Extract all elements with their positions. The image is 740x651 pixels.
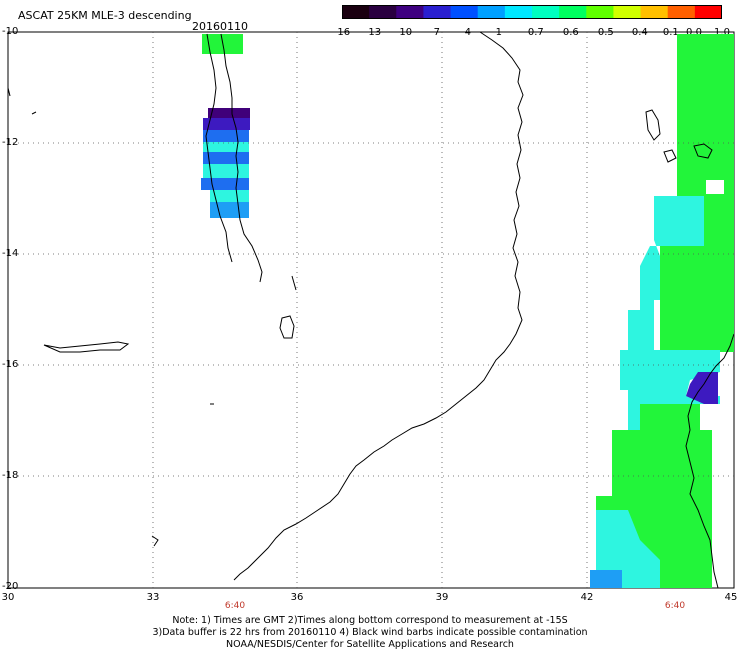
swath-time-label: 6:40	[664, 601, 686, 611]
coast-fragment	[31, 111, 37, 115]
lake-outline-small	[43, 341, 130, 353]
lake-outline-small	[279, 315, 295, 339]
product-date: 20160110	[192, 20, 248, 33]
lon-label: 30	[1, 592, 15, 603]
lake-outline	[205, 33, 263, 283]
swath-cell	[203, 152, 249, 164]
swath-cell	[203, 130, 249, 142]
lat-label: -16	[2, 359, 19, 370]
footnotes: Note: 1) Times are GMT 2)Times along bot…	[0, 615, 740, 651]
colorbar-swatch	[613, 5, 642, 19]
swath-cell	[203, 142, 249, 152]
swath-cell	[210, 190, 249, 202]
island-outline	[663, 149, 677, 163]
note-line-3: NOAA/NESDIS/Center for Satellite Applica…	[226, 639, 514, 650]
colorbar-swatch	[450, 5, 479, 19]
colorbar-swatch	[667, 5, 696, 19]
colorbar-swatch	[504, 5, 533, 19]
colorbar-swatch	[369, 5, 397, 19]
coastline-madagascar	[685, 333, 735, 589]
lat-label: -18	[2, 470, 19, 481]
lat-label: -10	[2, 26, 19, 37]
coast-fragment	[7, 87, 11, 97]
lat-lon-grid	[8, 32, 734, 588]
lat-label: -14	[2, 248, 19, 259]
swath-time-label: 6:40	[224, 601, 246, 611]
right-swath	[590, 34, 734, 588]
swath-cell	[210, 202, 249, 218]
island-outline	[693, 143, 713, 159]
colorbar-swatch	[396, 5, 424, 19]
colorbar-swatch	[559, 5, 587, 19]
colorbar-swatch	[532, 5, 560, 19]
lat-label: -12	[2, 137, 19, 148]
lat-label: -20	[2, 581, 19, 592]
colorbar-swatch	[694, 5, 722, 19]
colorbar-swatch	[342, 5, 370, 19]
coastline-mainland	[233, 31, 524, 581]
note-line-1: Note: 1) Times are GMT 2)Times along bot…	[172, 615, 568, 626]
swath-cell	[203, 118, 250, 130]
colorbar-swatch	[640, 5, 669, 19]
colorbar-swatch	[586, 5, 614, 19]
color-scale-bar	[342, 5, 722, 19]
coast-fragment	[291, 275, 297, 291]
colorbar-swatch	[423, 5, 452, 19]
lon-label: 36	[290, 592, 304, 603]
product-title: ASCAT 25KM MLE-3 descending	[18, 9, 192, 22]
note-line-2: 3)Data buffer is 22 hrs from 20160110 4)…	[152, 627, 588, 638]
colorbar-border	[342, 5, 722, 19]
swath-cell	[208, 108, 250, 118]
lon-label: 45	[724, 592, 738, 603]
swath-cell	[201, 178, 249, 190]
colorbar-swatch	[477, 5, 506, 19]
lon-label: 33	[146, 592, 160, 603]
island-outline	[645, 109, 661, 141]
lon-label: 39	[435, 592, 449, 603]
coast-fragment	[151, 535, 159, 547]
lon-label: 42	[580, 592, 594, 603]
